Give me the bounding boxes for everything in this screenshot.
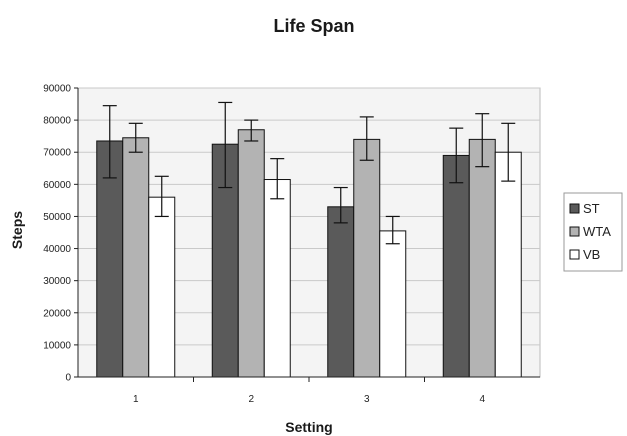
chart-title: Life Span bbox=[273, 16, 354, 36]
x-tick-label: 2 bbox=[248, 394, 254, 405]
x-tick-label: 3 bbox=[364, 394, 370, 405]
legend-label-wta: WTA bbox=[583, 224, 611, 239]
error-bars bbox=[102, 101, 516, 245]
y-tick-label: 90000 bbox=[43, 84, 71, 95]
bar-wta-2 bbox=[237, 129, 265, 378]
y-tick-label: 70000 bbox=[43, 148, 71, 159]
x-tick-label: 1 bbox=[133, 394, 139, 405]
y-tick-label: 10000 bbox=[43, 340, 71, 351]
bar-st-3 bbox=[327, 206, 355, 378]
legend: ST WTA VB bbox=[563, 192, 623, 272]
legend-label-st: ST bbox=[583, 201, 600, 216]
y-axis-title: Steps bbox=[9, 211, 25, 249]
y-tick-label: 30000 bbox=[43, 276, 71, 287]
y-tick-label: 50000 bbox=[43, 212, 71, 223]
legend-swatch-vb bbox=[569, 249, 580, 260]
bar-vb-2 bbox=[263, 179, 291, 378]
legend-swatch-wta bbox=[569, 226, 580, 237]
bar-vb-3 bbox=[379, 230, 407, 378]
bar-wta-4 bbox=[468, 138, 496, 378]
bar-wta-3 bbox=[353, 138, 381, 378]
x-axis-ticks: 1 2 3 4 bbox=[133, 377, 485, 405]
legend-swatch-st bbox=[569, 203, 580, 214]
bar-st-4 bbox=[442, 154, 470, 378]
y-tick-label: 80000 bbox=[43, 116, 71, 127]
y-axis-ticks: 0 10000 20000 30000 40000 50000 60000 70000 8000… bbox=[43, 84, 78, 384]
bar-st-1 bbox=[96, 140, 124, 378]
y-tick-label: 20000 bbox=[43, 308, 71, 319]
bar-vb-4 bbox=[494, 151, 522, 378]
bars bbox=[96, 129, 522, 378]
bar-vb-1 bbox=[148, 196, 176, 378]
y-tick-label: 40000 bbox=[43, 244, 71, 255]
x-tick-label: 4 bbox=[479, 394, 485, 405]
x-axis-title: Setting bbox=[285, 419, 332, 435]
y-tick-label: 0 bbox=[65, 373, 71, 384]
bar-wta-1 bbox=[122, 137, 150, 378]
legend-label-vb: VB bbox=[583, 247, 600, 262]
y-tick-label: 60000 bbox=[43, 180, 71, 191]
